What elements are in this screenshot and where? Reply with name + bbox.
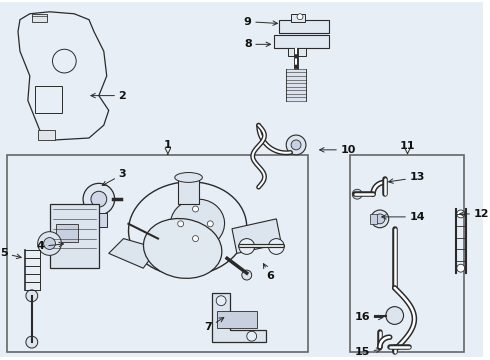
Circle shape <box>386 307 404 324</box>
Circle shape <box>269 239 284 255</box>
Circle shape <box>239 239 255 255</box>
Text: 4: 4 <box>37 242 63 252</box>
Circle shape <box>291 140 301 150</box>
Bar <box>7 155 308 352</box>
Text: 13: 13 <box>389 172 425 183</box>
Circle shape <box>216 296 226 306</box>
Circle shape <box>26 290 38 302</box>
Bar <box>178 175 199 204</box>
Bar <box>217 311 257 328</box>
Circle shape <box>286 135 306 155</box>
Ellipse shape <box>128 182 246 276</box>
Bar <box>370 214 377 224</box>
Circle shape <box>352 189 362 199</box>
Text: 5: 5 <box>0 248 21 258</box>
Bar <box>350 155 464 352</box>
Circle shape <box>26 336 38 348</box>
Circle shape <box>375 214 385 224</box>
Bar <box>91 213 107 227</box>
Bar <box>56 224 78 242</box>
Bar <box>38 130 55 140</box>
Bar <box>32 14 47 22</box>
Circle shape <box>457 264 465 272</box>
Polygon shape <box>18 12 109 140</box>
Ellipse shape <box>171 199 224 248</box>
Text: 16: 16 <box>354 312 383 323</box>
Circle shape <box>178 221 184 227</box>
Circle shape <box>297 14 303 20</box>
Circle shape <box>371 210 389 228</box>
Bar <box>35 86 62 113</box>
Bar <box>291 14 305 22</box>
Circle shape <box>247 331 257 341</box>
Polygon shape <box>286 69 306 100</box>
Circle shape <box>38 232 61 255</box>
Circle shape <box>193 236 198 242</box>
Text: 2: 2 <box>91 91 126 100</box>
Ellipse shape <box>144 219 222 278</box>
Text: 15: 15 <box>355 347 381 357</box>
Circle shape <box>91 191 107 207</box>
Polygon shape <box>109 239 158 268</box>
Circle shape <box>83 183 115 215</box>
Circle shape <box>457 210 465 218</box>
Text: 3: 3 <box>102 170 126 185</box>
Polygon shape <box>232 219 281 253</box>
Polygon shape <box>212 293 267 342</box>
Bar <box>288 48 306 56</box>
Circle shape <box>242 270 252 280</box>
Text: 10: 10 <box>319 145 356 155</box>
Bar <box>274 35 329 48</box>
Bar <box>279 20 329 33</box>
Text: 12: 12 <box>460 209 489 219</box>
Text: 9: 9 <box>244 17 277 27</box>
Bar <box>49 204 99 268</box>
Circle shape <box>193 206 198 212</box>
Text: 14: 14 <box>382 212 425 222</box>
Circle shape <box>207 221 213 227</box>
Text: 11: 11 <box>400 141 415 151</box>
Circle shape <box>52 49 76 73</box>
Text: 6: 6 <box>264 264 274 281</box>
Ellipse shape <box>175 172 202 183</box>
Text: 1: 1 <box>164 140 172 150</box>
Text: 7: 7 <box>204 318 224 332</box>
Text: 8: 8 <box>244 39 270 49</box>
Circle shape <box>44 238 55 249</box>
